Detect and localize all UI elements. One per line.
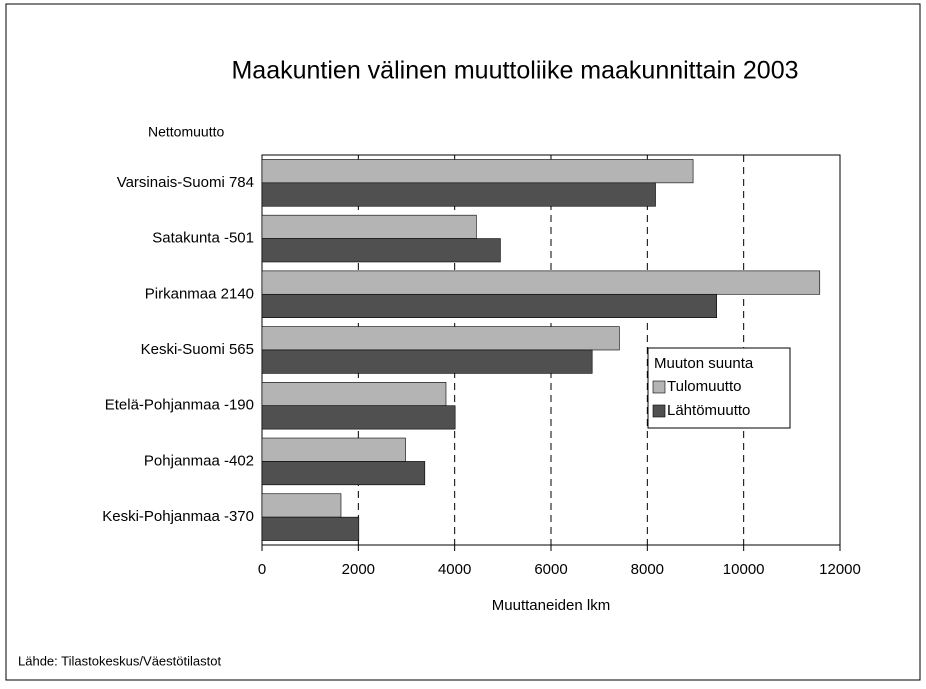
- bar: [261, 493, 342, 518]
- category-axis-label: Nettomuutto: [148, 124, 224, 140]
- bar: [261, 405, 456, 430]
- x-tick-label: 4000: [438, 561, 471, 578]
- frame: [5, 3, 921, 681]
- bar: [261, 159, 694, 184]
- x-tick-label: 6000: [534, 561, 567, 578]
- bar: [261, 349, 593, 374]
- legend-box: [647, 347, 791, 429]
- x-tick-label: 0: [258, 561, 266, 578]
- bar: [261, 214, 477, 239]
- bar: [261, 461, 426, 486]
- legend-swatch: [652, 380, 666, 394]
- y-tick-label: Keski-Suomi 565: [141, 341, 254, 358]
- bar: [261, 293, 717, 318]
- bar: [261, 270, 821, 295]
- bar: [261, 516, 360, 541]
- chart-title: Maakuntien välinen muuttoliike maakunnit…: [231, 57, 798, 85]
- x-tick-label: 8000: [631, 561, 664, 578]
- bar: [261, 437, 406, 462]
- legend-swatch: [652, 404, 666, 418]
- x-tick-label: 10000: [723, 561, 765, 578]
- y-tick-label: Varsinais-Suomi 784: [117, 174, 254, 191]
- x-tick-label: 2000: [342, 561, 375, 578]
- x-axis-label: Muuttaneiden lkm: [492, 597, 610, 614]
- y-tick-label: Pohjanmaa -402: [144, 452, 254, 469]
- bar: [261, 182, 656, 207]
- y-tick-label: Keski-Pohjanmaa -370: [102, 508, 254, 525]
- legend-label: Tulomuutto: [667, 378, 741, 395]
- legend-label: Lähtömuutto: [667, 402, 750, 419]
- y-tick-label: Satakunta -501: [152, 230, 254, 247]
- x-tick-label: 12000: [819, 561, 861, 578]
- bar: [261, 382, 447, 407]
- bar: [261, 326, 620, 351]
- legend-title: Muuton suunta: [654, 355, 754, 372]
- bar: [261, 238, 501, 263]
- y-tick-label: Pirkanmaa 2140: [145, 285, 254, 302]
- y-tick-label: Etelä-Pohjanmaa -190: [105, 397, 254, 414]
- source: Lähde: Tilastokeskus/Väestötilastot: [18, 653, 221, 668]
